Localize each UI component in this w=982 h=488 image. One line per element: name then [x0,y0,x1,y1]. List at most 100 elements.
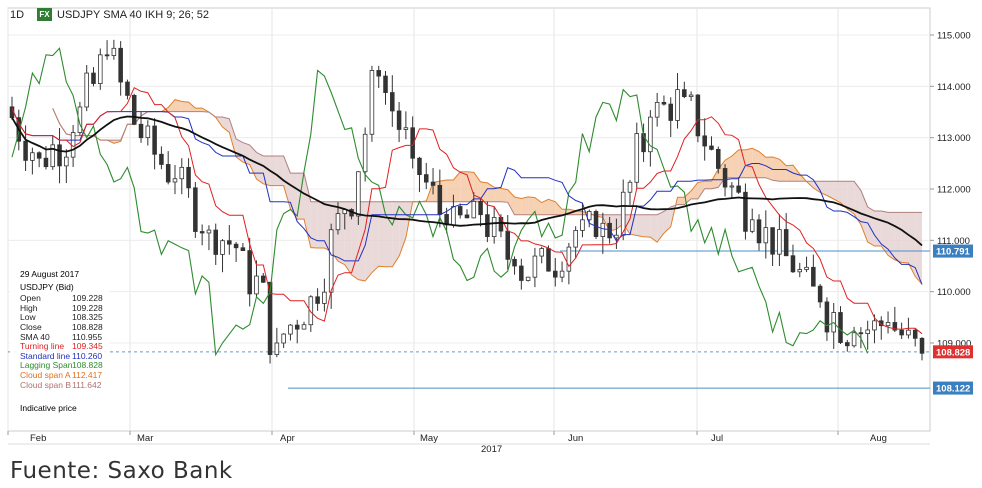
cloud-segment [826,181,834,200]
info-row-value: 108.828 [72,360,103,371]
candle-body [491,217,497,237]
cloud-segment [371,201,379,273]
cloud-segment [317,201,325,248]
candle [288,323,293,341]
candle-body [906,329,911,336]
candle-body [559,270,565,278]
candle-body [695,94,701,137]
candle [30,147,35,175]
candle-body [362,133,368,173]
candle-body [328,229,334,293]
info-row-label: Close [20,321,42,332]
candle [390,75,395,127]
candle-body [858,332,864,335]
candle-body [811,266,816,287]
candle [308,295,314,332]
candle-body [390,92,395,112]
candle [376,65,381,88]
candle-body [457,206,463,216]
candle [525,276,531,282]
cloud-segment [813,181,821,193]
cloud-segment [256,152,264,184]
cloud-segment [894,212,902,263]
candle [559,261,565,283]
x-tick-label: Feb [30,433,46,444]
candle-body [36,152,42,159]
y-tick-label: 115.000 [937,31,971,42]
cloud-segment [528,196,535,215]
candle [315,288,320,311]
candle [118,41,123,96]
candle [872,314,877,344]
candle-body [749,219,755,232]
candle [159,146,164,170]
cloud-segment [181,101,189,112]
cloud-segment [908,212,916,277]
cloud-segment [460,171,467,202]
info-row: High 109.228 [10,302,112,314]
cloud-segment [229,118,237,157]
candle-body [172,178,178,183]
studies-label[interactable]: USDJPY SMA 40 IKH 9; 26; 52 [57,9,210,21]
candle [206,225,212,251]
candle-body [159,153,164,165]
candle-body [899,329,904,336]
cloud-segment [738,149,746,178]
candle-body [430,181,436,186]
candle [749,208,755,234]
candle-body [471,200,477,219]
candle [485,201,490,243]
candle-body [77,106,83,133]
cloud-segment [453,171,461,202]
candle [586,209,592,228]
candle-body [743,191,748,232]
info-rows: Open 109.228 High 109.228 Low 108.325 Close 108… [10,294,110,390]
candle-body [593,211,599,237]
info-instrument: USDJPY (Bid) [20,281,74,292]
candle [682,81,687,99]
candle [301,321,307,330]
info-row-label: Cloud span A [20,369,71,380]
candle [464,209,470,219]
candle-body [281,333,286,344]
candle-body [247,250,252,295]
candle-body [668,103,673,121]
candle-body [301,324,307,330]
candle-body [376,70,381,77]
candle [403,111,409,140]
candle [539,246,544,264]
candle-body [437,184,443,215]
candle [845,339,850,352]
candle-body [838,312,843,343]
cloud-segment [222,117,230,133]
info-row: Lagging Span 108.828 [10,361,112,371]
candle [240,243,246,252]
info-row-label: SMA 40 [20,331,50,342]
candle-body [824,301,830,333]
info-row-label: High [20,302,38,313]
candle [220,239,225,273]
info-row: Cloud span A 112.417 [10,369,112,381]
standard-line [11,108,923,285]
y-tick-label: 114.000 [937,82,971,93]
candle-body [580,219,585,231]
year-label: 2017 [481,444,502,455]
info-row-label: Open [20,293,41,304]
candle [383,70,388,105]
cloud-segment [500,188,508,203]
candle [912,328,918,347]
cloud-segment [915,212,922,285]
info-row-value: 111.642 [72,379,102,390]
candle [885,311,891,334]
cloud-segment [711,168,719,189]
candle-body [505,230,511,260]
timeframe-label[interactable]: 1D [10,9,25,21]
candle [593,209,599,239]
candle [709,136,714,151]
info-panel: 29 August 2017 USDJPY (Bid) Open 109.228 H… [10,269,110,414]
cloud-segment [351,201,359,280]
candle [57,127,62,184]
candle-body [532,255,538,278]
x-tick-label: May [420,433,438,444]
candle [566,242,572,285]
